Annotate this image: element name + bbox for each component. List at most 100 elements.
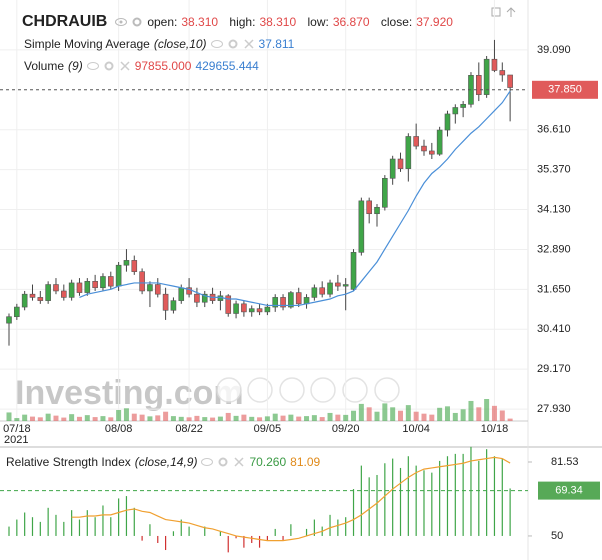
field-value: 37.920 xyxy=(416,15,453,29)
close-icon[interactable] xyxy=(119,61,131,71)
candle-body xyxy=(288,292,294,308)
y-tick-label: 31.650 xyxy=(537,283,571,295)
indicator-params: (close,10) xyxy=(153,37,207,51)
y-tick-label: 29.170 xyxy=(537,363,571,375)
icon[interactable] xyxy=(506,7,516,17)
volume-bar xyxy=(241,414,247,421)
candle-body xyxy=(452,107,459,115)
x-tick-label: 08/22 xyxy=(175,423,203,435)
gear-icon[interactable] xyxy=(131,17,143,27)
candle-body xyxy=(272,297,279,308)
top-icons[interactable] xyxy=(491,7,516,17)
volume-bar xyxy=(147,416,153,421)
volume-bar xyxy=(382,403,388,421)
candle-body xyxy=(241,303,247,313)
nav-controls[interactable] xyxy=(216,377,400,403)
volume-bar xyxy=(351,410,357,421)
eye-icon[interactable] xyxy=(86,61,99,71)
y-tick-label: 27.930 xyxy=(537,403,571,415)
indicator-value: 37.811 xyxy=(258,37,295,51)
volume-bar xyxy=(22,414,28,421)
signal-line xyxy=(71,456,511,542)
candle-body xyxy=(139,271,145,292)
volume-bar xyxy=(194,415,200,421)
candle-body xyxy=(107,276,114,287)
field-label: close: xyxy=(380,15,413,29)
marker-label: 69.34 xyxy=(555,485,583,497)
x-tick-label: 10/04 xyxy=(402,423,430,435)
volume-bar xyxy=(405,405,411,421)
nav-button[interactable] xyxy=(279,377,305,403)
candle-body xyxy=(460,103,466,108)
volume-bar xyxy=(311,415,317,421)
volume-bar xyxy=(170,416,176,421)
nav-button[interactable] xyxy=(216,377,242,403)
nav-button[interactable] xyxy=(374,377,400,403)
candle-body xyxy=(374,206,380,215)
volume-bar xyxy=(366,407,372,421)
volume-bar xyxy=(280,415,286,421)
x-tick-label: 08/08 xyxy=(105,423,133,435)
close-icon[interactable] xyxy=(233,457,245,467)
candle-body xyxy=(421,145,427,152)
candle-body xyxy=(178,287,185,301)
volume-bar xyxy=(272,413,278,421)
volume-bar xyxy=(398,410,403,421)
x-tick-label: 09/05 xyxy=(254,423,282,435)
eye-icon[interactable] xyxy=(115,17,128,27)
indicator-name: Volume xyxy=(24,59,65,73)
volume-bar xyxy=(507,418,513,421)
volume-bar xyxy=(69,414,75,421)
candle-body xyxy=(76,282,83,293)
volume-bar xyxy=(304,416,310,421)
volume-bar xyxy=(108,417,114,421)
candle-body xyxy=(6,316,12,324)
volume-bar xyxy=(288,414,294,421)
volume-bar xyxy=(452,412,458,421)
volume-bar xyxy=(84,415,90,421)
candle-body xyxy=(61,290,67,298)
volume-bar xyxy=(249,416,255,421)
candle-body xyxy=(45,284,51,301)
candle-body xyxy=(429,150,435,155)
volume-bar xyxy=(421,413,427,421)
eye-icon[interactable] xyxy=(210,39,223,49)
candle-body xyxy=(436,129,443,155)
y-tick-label: 35.370 xyxy=(537,164,571,176)
indicator-params: (close,14,9) xyxy=(134,455,198,469)
volume-bar xyxy=(217,416,223,421)
y-tick-label: 39.090 xyxy=(537,44,571,56)
nav-button[interactable] xyxy=(342,377,368,403)
candle-body xyxy=(14,306,20,318)
indicator-value: 97855.000 xyxy=(134,59,192,73)
gear-icon[interactable] xyxy=(103,61,115,71)
nav-button[interactable] xyxy=(247,377,273,403)
volume-bar xyxy=(444,406,450,421)
candle-body xyxy=(350,252,357,290)
icon[interactable] xyxy=(491,7,501,17)
gear-icon[interactable] xyxy=(227,39,239,49)
volume-bar xyxy=(163,411,169,421)
volume-bar xyxy=(491,405,497,421)
candle-body xyxy=(491,58,498,71)
y-tick-label: 34.130 xyxy=(537,203,571,215)
candle-body xyxy=(366,200,372,215)
candle-body xyxy=(170,300,177,311)
volume-bar xyxy=(499,410,505,421)
y-tick-label: 30.410 xyxy=(537,323,571,335)
candle-body xyxy=(358,200,365,253)
sma-line xyxy=(79,90,511,307)
eye-icon[interactable] xyxy=(201,457,214,467)
close-icon[interactable] xyxy=(243,39,255,49)
field-value: 38.310 xyxy=(259,15,297,29)
candle-body xyxy=(264,306,271,313)
marker-box xyxy=(538,481,600,500)
volume-bar xyxy=(257,417,263,421)
volume-bar xyxy=(155,415,161,421)
x-tick-label: 07/18 xyxy=(3,423,31,435)
nav-button[interactable] xyxy=(310,377,336,403)
gear-icon[interactable] xyxy=(217,457,229,467)
candle-body xyxy=(507,74,513,88)
